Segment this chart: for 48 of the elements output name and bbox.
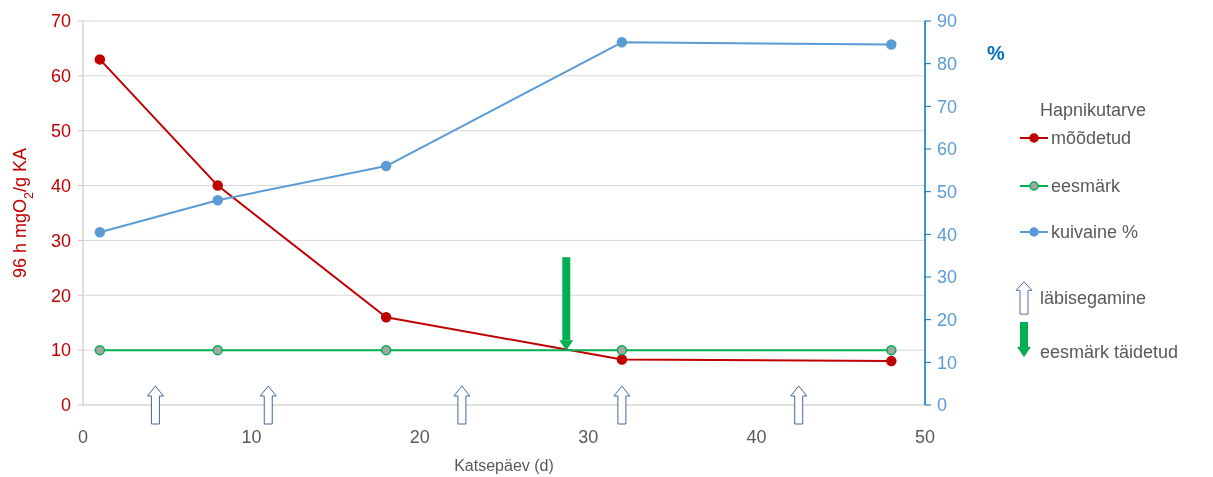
x-tick-label: 20 — [409, 427, 430, 447]
y2-axis-title: % — [987, 42, 1006, 64]
legend-label: mõõdetud — [1051, 128, 1132, 149]
point — [380, 311, 392, 323]
y2-tick-label: 80 — [937, 53, 958, 74]
y-tick-label: 30 — [50, 230, 71, 251]
point — [886, 355, 897, 367]
point — [886, 344, 897, 356]
y2-tick-label: 30 — [937, 267, 958, 288]
y-tick-label: 20 — [50, 285, 71, 306]
point — [886, 39, 897, 50]
point — [94, 54, 106, 65]
point — [380, 344, 392, 356]
legend-label: kuivaine % — [1051, 222, 1139, 243]
legend-label: läbisegamine — [1040, 288, 1147, 309]
y-tick-label: 0 — [60, 395, 71, 416]
x-axis-title: Katsepäev (d) — [454, 457, 554, 474]
point — [94, 344, 106, 356]
legend-label: eesmärk — [1051, 176, 1122, 197]
y2-tick-label: 50 — [937, 181, 958, 202]
point — [616, 354, 628, 365]
y-tick-label: 70 — [50, 11, 71, 32]
y-tick-label: 50 — [50, 121, 71, 142]
y2-tick-label: 70 — [937, 96, 958, 117]
y2-tick-label: 10 — [937, 352, 958, 373]
y2-tick-label: 20 — [937, 309, 958, 330]
y2-tick-label: 0 — [937, 395, 948, 416]
y-tick-label: 40 — [50, 175, 71, 196]
x-tick-label: 0 — [77, 427, 89, 447]
y2-tick-label: 60 — [937, 139, 958, 160]
legend-title: Hapnikutarve — [1040, 100, 1147, 120]
x-tick-label: 50 — [914, 427, 936, 447]
point — [212, 194, 223, 206]
x-tick-label: 10 — [241, 427, 262, 447]
point — [616, 37, 628, 48]
point — [559, 340, 574, 351]
point — [212, 180, 223, 191]
y2-tick-label: 90 — [937, 11, 958, 32]
point — [380, 160, 392, 172]
legend-label: eesmärk täidetud — [1040, 342, 1179, 363]
y-tick-label: 60 — [50, 66, 71, 87]
y-tick-label: 10 — [50, 340, 71, 361]
point — [94, 226, 106, 238]
y2-tick-label: 40 — [937, 224, 958, 245]
point — [616, 344, 628, 356]
point — [212, 344, 223, 356]
x-tick-label: 40 — [746, 427, 767, 447]
x-tick-label: 30 — [578, 427, 599, 447]
